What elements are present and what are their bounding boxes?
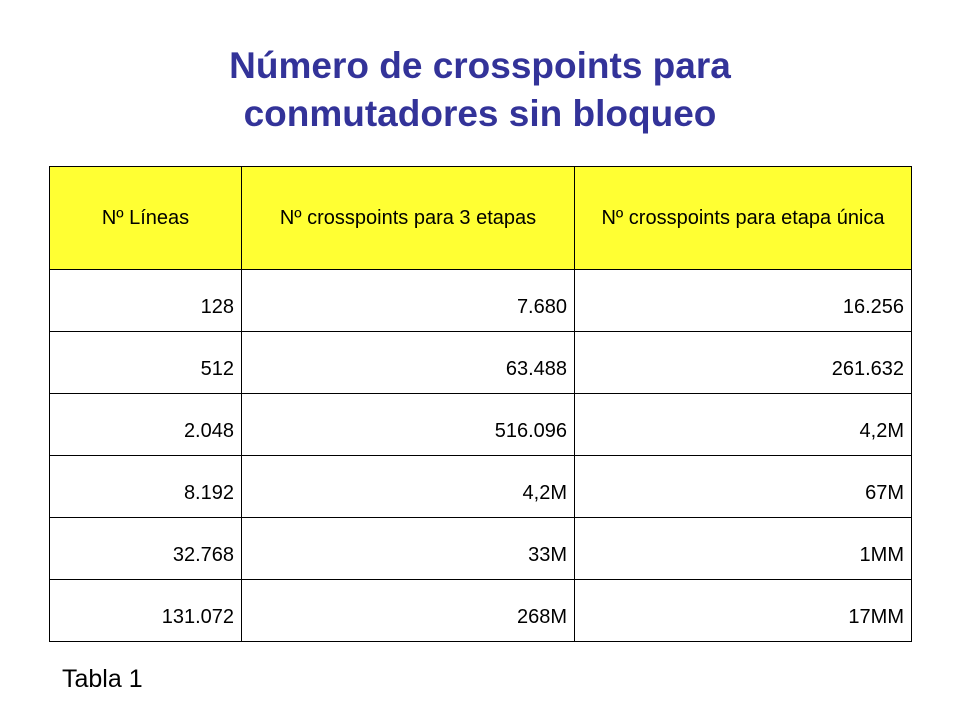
- table-row: 131.072 268M 17MM: [49, 579, 912, 642]
- page-title-line-2: conmutadores sin bloqueo: [243, 93, 717, 134]
- cell-three-stage: 7.680: [241, 269, 575, 332]
- cell-lines: 2.048: [49, 393, 242, 456]
- table-body: 128 7.680 16.256 512 63.488 261.632 2.04…: [49, 269, 912, 642]
- header-single-stage: Nº crosspoints para etapa única: [574, 166, 912, 270]
- header-three-stage: Nº crosspoints para 3 etapas: [241, 166, 575, 270]
- cell-lines: 32.768: [49, 517, 242, 580]
- cell-lines: 512: [49, 331, 242, 394]
- table-row: 512 63.488 261.632: [49, 331, 912, 394]
- cell-single-stage: 4,2M: [574, 393, 912, 456]
- cell-single-stage: 261.632: [574, 331, 912, 394]
- crosspoints-table: Nº Líneas Nº crosspoints para 3 etapas N…: [49, 166, 912, 642]
- cell-single-stage: 67M: [574, 455, 912, 518]
- cell-single-stage: 17MM: [574, 579, 912, 642]
- cell-three-stage: 268M: [241, 579, 575, 642]
- header-row: Nº Líneas Nº crosspoints para 3 etapas N…: [49, 166, 912, 270]
- cell-three-stage: 33M: [241, 517, 575, 580]
- cell-lines: 8.192: [49, 455, 242, 518]
- page-title-line-1: Número de crosspoints para: [229, 45, 731, 86]
- cell-three-stage: 63.488: [241, 331, 575, 394]
- cell-lines: 131.072: [49, 579, 242, 642]
- table-header: Nº Líneas Nº crosspoints para 3 etapas N…: [49, 166, 912, 270]
- cell-three-stage: 516.096: [241, 393, 575, 456]
- header-lines: Nº Líneas: [49, 166, 242, 270]
- cell-lines: 128: [49, 269, 242, 332]
- table-row: 32.768 33M 1MM: [49, 517, 912, 580]
- table-row: 2.048 516.096 4,2M: [49, 393, 912, 456]
- table-caption: Tabla 1: [62, 665, 143, 693]
- cell-single-stage: 1MM: [574, 517, 912, 580]
- cell-single-stage: 16.256: [574, 269, 912, 332]
- page-title: Número de crosspoints para conmutadores …: [0, 42, 960, 138]
- cell-three-stage: 4,2M: [241, 455, 575, 518]
- table-row: 8.192 4,2M 67M: [49, 455, 912, 518]
- table-row: 128 7.680 16.256: [49, 269, 912, 332]
